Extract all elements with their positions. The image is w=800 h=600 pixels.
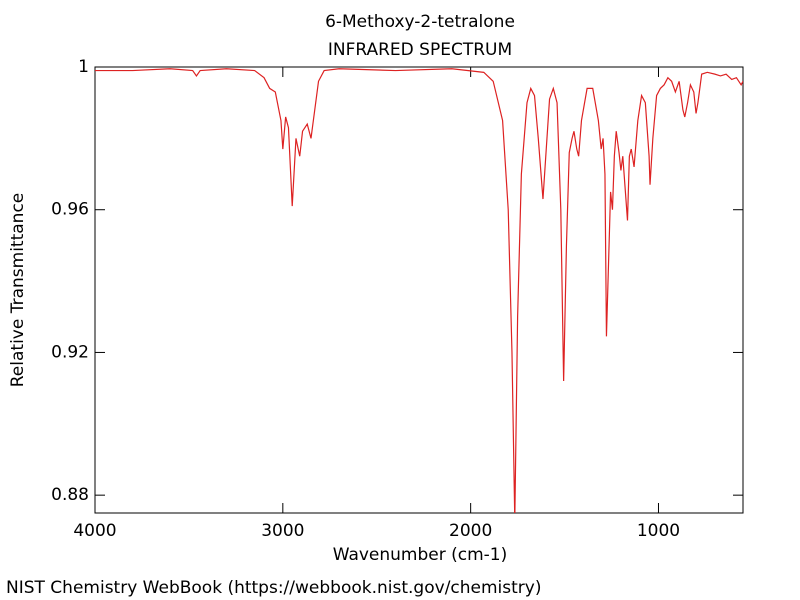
x-tick-label: 1000: [637, 521, 680, 541]
chart-subtitle: INFRARED SPECTRUM: [328, 40, 512, 60]
spectrum-line: [95, 68, 743, 513]
y-tick-label: 0.88: [51, 485, 89, 505]
source-note: NIST Chemistry WebBook (https://webbook.…: [6, 578, 541, 598]
x-tick-label: 2000: [449, 521, 492, 541]
chart-title: 6-Methoxy-2-tetralone: [325, 12, 515, 32]
x-axis-label: Wavenumber (cm-1): [333, 545, 508, 565]
y-axis-label: Relative Transmittance: [8, 193, 28, 388]
y-tick-label: 0.96: [51, 200, 89, 220]
x-tick-label: 3000: [261, 521, 304, 541]
plot-frame: [94, 66, 744, 514]
y-tick-label: 1: [78, 57, 89, 77]
x-tick-label: 4000: [73, 521, 116, 541]
y-tick-label: 0.92: [51, 342, 89, 362]
